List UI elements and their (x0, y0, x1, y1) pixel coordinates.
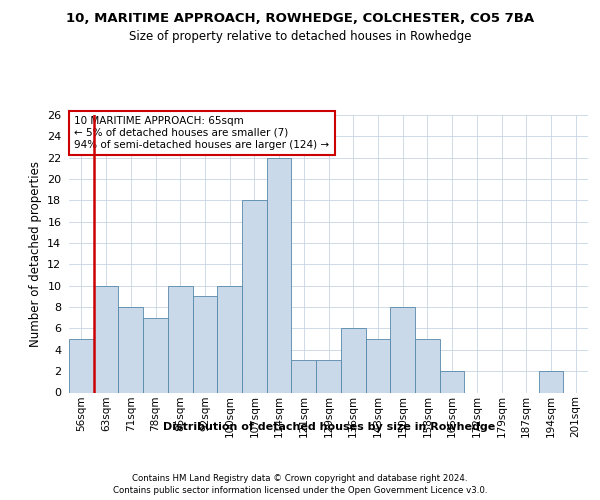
Bar (365, 339, 390, 392)
Text: Contains HM Land Registry data © Crown copyright and database right 2024.: Contains HM Land Registry data © Crown c… (132, 474, 468, 483)
Bar (539, 371, 563, 392)
Text: Contains public sector information licensed under the Open Government Licence v3: Contains public sector information licen… (113, 486, 487, 495)
Bar (415, 339, 440, 392)
Bar (341, 328, 365, 392)
Bar (292, 360, 316, 392)
Bar (217, 286, 242, 393)
Bar (242, 200, 267, 392)
Bar (94, 286, 118, 393)
Bar (267, 158, 292, 392)
Bar (440, 371, 464, 392)
Y-axis label: Number of detached properties: Number of detached properties (29, 161, 41, 347)
Text: Distribution of detached houses by size in Rowhedge: Distribution of detached houses by size … (163, 422, 495, 432)
Text: Size of property relative to detached houses in Rowhedge: Size of property relative to detached ho… (129, 30, 471, 43)
Bar (69, 339, 94, 392)
Text: 10, MARITIME APPROACH, ROWHEDGE, COLCHESTER, CO5 7BA: 10, MARITIME APPROACH, ROWHEDGE, COLCHES… (66, 12, 534, 26)
Bar (316, 360, 341, 392)
Bar (390, 307, 415, 392)
Bar (143, 318, 168, 392)
Bar (118, 307, 143, 392)
Bar (168, 286, 193, 393)
Text: 10 MARITIME APPROACH: 65sqm
← 5% of detached houses are smaller (7)
94% of semi-: 10 MARITIME APPROACH: 65sqm ← 5% of deta… (74, 116, 329, 150)
Bar (193, 296, 217, 392)
